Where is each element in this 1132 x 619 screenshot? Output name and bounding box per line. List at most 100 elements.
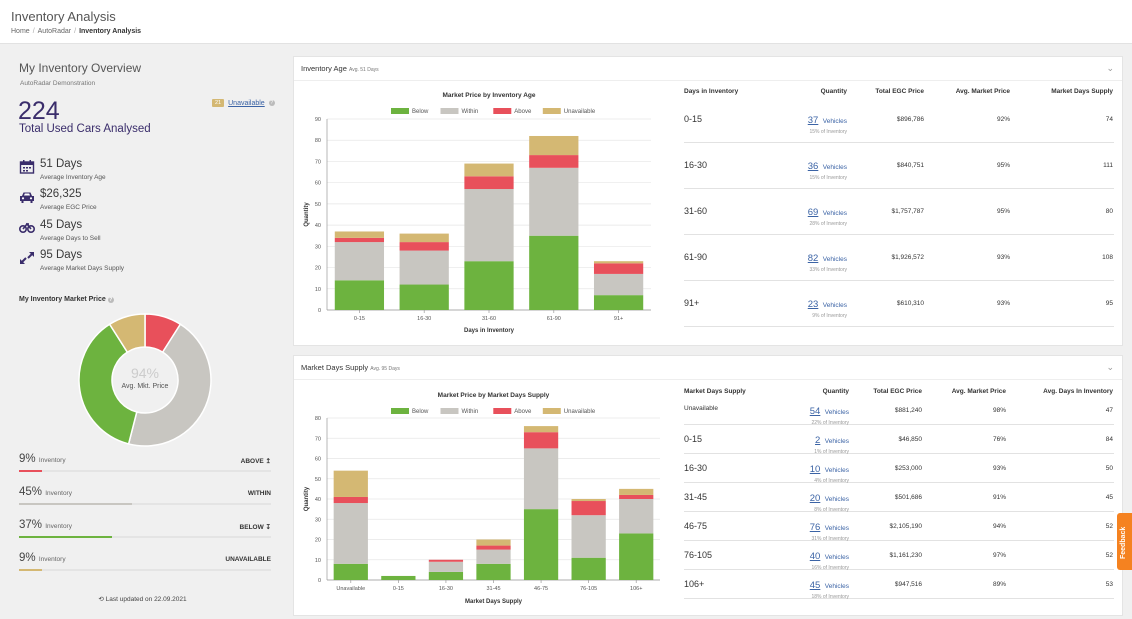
bar-segment-below[interactable] <box>476 563 511 580</box>
vehicles-link[interactable]: Vehicles <box>824 408 849 416</box>
bar-segment-below[interactable] <box>333 563 368 580</box>
donut-slice-below[interactable] <box>78 323 138 445</box>
bar-segment-above[interactable] <box>619 494 654 499</box>
vehicles-link[interactable]: Vehicles <box>824 495 849 503</box>
breadcrumb-autoradar[interactable]: AutoRadar <box>37 28 72 35</box>
legend-item-below[interactable]: Below <box>391 408 429 415</box>
vehicles-link[interactable]: Vehicles <box>822 164 847 171</box>
bar-segment-below[interactable] <box>571 557 606 580</box>
bar-segment-unavailable[interactable] <box>464 163 514 177</box>
quantity-link[interactable]: 54 <box>809 405 821 417</box>
vehicles-link[interactable]: Vehicles <box>824 524 849 532</box>
bar-segment-unavailable[interactable] <box>523 426 559 433</box>
bar-segment-below[interactable] <box>381 575 416 580</box>
vehicles-link[interactable]: Vehicles <box>822 302 847 309</box>
bar-segment-unavailable[interactable] <box>476 539 511 546</box>
info-icon[interactable]: ? <box>107 297 114 303</box>
chevron-down-icon[interactable]: ⌄ <box>1106 362 1114 372</box>
row-quantity[interactable]: 82 Vehicles 33% of Inventory <box>808 248 847 273</box>
bar-segment-within[interactable] <box>523 448 559 510</box>
chevron-down-icon[interactable]: ⌄ <box>1106 63 1114 73</box>
vehicles-link[interactable]: Vehicles <box>824 466 849 474</box>
table-header[interactable]: Quantity <box>822 388 849 395</box>
bar-segment-unavailable[interactable] <box>529 135 579 156</box>
legend-item-within[interactable]: Within <box>440 108 479 115</box>
bar-segment-unavailable[interactable] <box>593 261 644 264</box>
bar-segment-within[interactable] <box>619 499 654 534</box>
legend-item-within[interactable]: Within <box>440 408 479 415</box>
vehicles-link[interactable]: Vehicles <box>824 582 849 590</box>
panel-header[interactable]: Market Days Supply Avg. 95 Days ⌄ <box>294 356 1122 380</box>
quantity-link[interactable]: 40 <box>809 550 821 562</box>
donut-slice-within[interactable] <box>127 323 212 447</box>
bar-segment-unavailable[interactable] <box>619 488 654 495</box>
bar-segment-within[interactable] <box>571 515 606 558</box>
vehicles-link[interactable]: Vehicles <box>822 210 847 217</box>
bar-segment-within[interactable] <box>399 250 449 285</box>
bar-segment-above[interactable] <box>476 545 511 550</box>
quantity-link[interactable]: 69 <box>807 207 819 218</box>
legend-item-unavailable[interactable]: Unavailable <box>542 108 596 115</box>
quantity-link[interactable]: 20 <box>809 492 821 504</box>
bar-segment-below[interactable] <box>428 571 464 580</box>
feedback-tab[interactable]: Feedback <box>1117 513 1132 570</box>
quantity-link[interactable]: 45 <box>809 579 821 591</box>
bar-segment-below[interactable] <box>593 295 644 310</box>
legend-item-above[interactable]: Above <box>493 408 532 415</box>
bar-segment-above[interactable] <box>593 263 644 274</box>
table-header[interactable]: Avg. Market Price <box>951 388 1006 395</box>
row-quantity[interactable]: 10 Vehicles 4% of Inventory <box>810 459 849 484</box>
row-quantity[interactable]: 2 Vehicles 1% of Inventory <box>814 430 849 455</box>
bar-segment-below[interactable] <box>619 533 654 580</box>
bar-segment-within[interactable] <box>428 561 464 572</box>
bar-segment-unavailable[interactable] <box>399 233 449 243</box>
bar-segment-above[interactable] <box>399 242 449 251</box>
bar-segment-within[interactable] <box>334 242 385 281</box>
unavailable-link[interactable]: Unavailable <box>228 99 265 107</box>
quantity-link[interactable]: 2 <box>815 434 821 446</box>
table-header[interactable]: Total EGC Price <box>875 88 924 95</box>
table-header[interactable]: Market Days Supply <box>684 388 746 395</box>
info-icon[interactable]: ? <box>268 100 275 106</box>
table-header[interactable]: Avg. Days In Inventory <box>1043 388 1113 395</box>
row-quantity[interactable]: 37 Vehicles 15% of Inventory <box>808 110 847 135</box>
bar-segment-above[interactable] <box>523 432 559 449</box>
vehicles-link[interactable]: Vehicles <box>822 118 847 125</box>
bar-segment-within[interactable] <box>476 549 511 564</box>
bar-segment-unavailable[interactable] <box>333 470 368 497</box>
bar-segment-within[interactable] <box>464 189 514 262</box>
vehicles-link[interactable]: Vehicles <box>824 553 849 561</box>
row-quantity[interactable]: 40 Vehicles 16% of Inventory <box>810 546 849 571</box>
donut-slice-unavailable[interactable] <box>108 313 146 354</box>
bar-segment-above[interactable] <box>464 176 514 190</box>
bar-segment-above[interactable] <box>529 155 579 168</box>
legend-item-unavailable[interactable]: Unavailable <box>542 408 596 415</box>
row-quantity[interactable]: 23 Vehicles 9% of Inventory <box>808 294 847 319</box>
bar-segment-below[interactable] <box>523 509 559 580</box>
row-quantity[interactable]: 45 Vehicles 18% of Inventory <box>810 575 849 600</box>
vehicles-link[interactable]: Vehicles <box>822 256 847 263</box>
bar-segment-above[interactable] <box>334 237 385 243</box>
bar-segment-above[interactable] <box>428 559 464 562</box>
bar-segment-unavailable[interactable] <box>571 499 606 502</box>
bar-segment-above[interactable] <box>571 501 606 516</box>
table-header[interactable]: Total EGC Price <box>873 388 922 395</box>
table-header[interactable]: Avg. Market Price <box>955 88 1010 95</box>
row-quantity[interactable]: 69 Vehicles 28% of Inventory <box>808 202 847 227</box>
bar-segment-below[interactable] <box>529 235 579 310</box>
table-header[interactable]: Quantity <box>820 88 847 95</box>
legend-item-below[interactable]: Below <box>391 108 429 115</box>
bar-segment-below[interactable] <box>334 280 385 310</box>
bar-segment-above[interactable] <box>333 496 368 504</box>
table-header[interactable]: Market Days Supply <box>1051 88 1113 95</box>
panel-header[interactable]: Inventory Age Avg. 51 Days ⌄ <box>294 57 1122 81</box>
legend-item-above[interactable]: Above <box>493 108 532 115</box>
row-quantity[interactable]: 54 Vehicles 22% of Inventory <box>810 401 849 426</box>
breadcrumb-home[interactable]: Home <box>11 28 30 35</box>
quantity-link[interactable]: 76 <box>809 521 821 533</box>
row-quantity[interactable]: 76 Vehicles 31% of Inventory <box>810 517 849 542</box>
quantity-link[interactable]: 36 <box>807 161 819 172</box>
quantity-link[interactable]: 23 <box>807 299 819 310</box>
vehicles-link[interactable]: Vehicles <box>824 437 849 445</box>
bar-segment-unavailable[interactable] <box>334 231 385 238</box>
